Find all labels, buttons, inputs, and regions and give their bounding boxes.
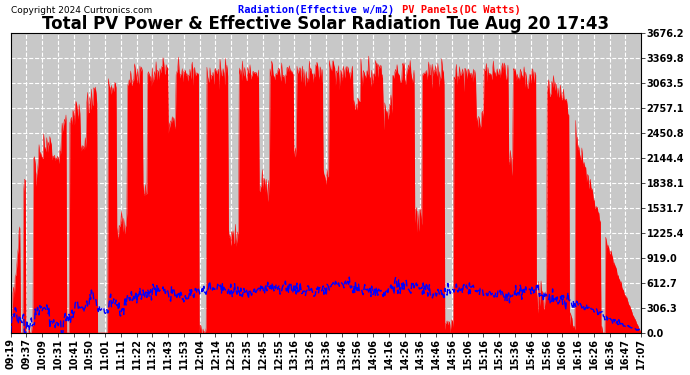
Text: PV Panels(DC Watts): PV Panels(DC Watts)	[402, 5, 520, 15]
Title: Total PV Power & Effective Solar Radiation Tue Aug 20 17:43: Total PV Power & Effective Solar Radiati…	[42, 15, 609, 33]
Text: Copyright 2024 Curtronics.com: Copyright 2024 Curtronics.com	[10, 6, 152, 15]
Text: Radiation(Effective w/m2): Radiation(Effective w/m2)	[237, 5, 394, 15]
